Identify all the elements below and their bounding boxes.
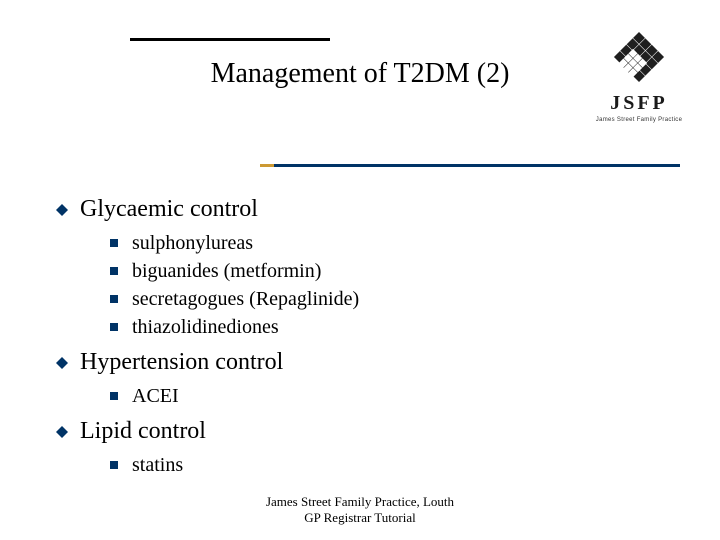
slide: Management of T2DM (2)	[0, 0, 720, 540]
sub-list: ACEI	[56, 382, 680, 410]
list-item-text: sulphonylureas	[132, 229, 253, 257]
list-item-text: secretagogues (Repaglinide)	[132, 285, 359, 313]
diamond-bullet-icon	[56, 204, 68, 216]
content-area: Glycaemic control sulphonylureas biguani…	[56, 196, 680, 487]
footer-line-2: GP Registrar Tutorial	[0, 510, 720, 526]
title-underline-accent	[260, 164, 274, 167]
square-bullet-icon	[110, 267, 118, 275]
logo: JSFP James Street Family Practice	[584, 28, 694, 123]
list-item: statins	[110, 451, 680, 479]
square-bullet-icon	[110, 239, 118, 247]
list-item-text: statins	[132, 451, 183, 479]
section-heading: Hypertension control	[56, 349, 680, 376]
section-lipid: Lipid control statins	[56, 418, 680, 479]
square-bullet-icon	[110, 392, 118, 400]
title-underline-main	[274, 164, 680, 167]
list-item: secretagogues (Repaglinide)	[110, 285, 680, 313]
logo-icon	[610, 28, 668, 86]
list-item: sulphonylureas	[110, 229, 680, 257]
footer-line-1: James Street Family Practice, Louth	[0, 494, 720, 510]
list-item-text: thiazolidinediones	[132, 313, 279, 341]
list-item-text: biguanides (metformin)	[132, 257, 321, 285]
sub-list: statins	[56, 451, 680, 479]
sub-list: sulphonylureas biguanides (metformin) se…	[56, 229, 680, 341]
section-hypertension: Hypertension control ACEI	[56, 349, 680, 410]
title-underline	[260, 164, 680, 167]
diamond-bullet-icon	[56, 426, 68, 438]
list-item: thiazolidinediones	[110, 313, 680, 341]
list-item-text: ACEI	[132, 382, 179, 410]
logo-text: JSFP	[584, 92, 694, 115]
square-bullet-icon	[110, 323, 118, 331]
list-item: ACEI	[110, 382, 680, 410]
section-glycaemic: Glycaemic control sulphonylureas biguani…	[56, 196, 680, 341]
top-rule	[130, 38, 330, 41]
section-heading-text: Lipid control	[80, 418, 206, 445]
square-bullet-icon	[110, 295, 118, 303]
section-heading: Glycaemic control	[56, 196, 680, 223]
logo-subtext: James Street Family Practice	[584, 117, 694, 123]
footer: James Street Family Practice, Louth GP R…	[0, 494, 720, 527]
section-heading-text: Glycaemic control	[80, 196, 258, 223]
list-item: biguanides (metformin)	[110, 257, 680, 285]
section-heading-text: Hypertension control	[80, 349, 283, 376]
section-heading: Lipid control	[56, 418, 680, 445]
diamond-bullet-icon	[56, 357, 68, 369]
square-bullet-icon	[110, 461, 118, 469]
